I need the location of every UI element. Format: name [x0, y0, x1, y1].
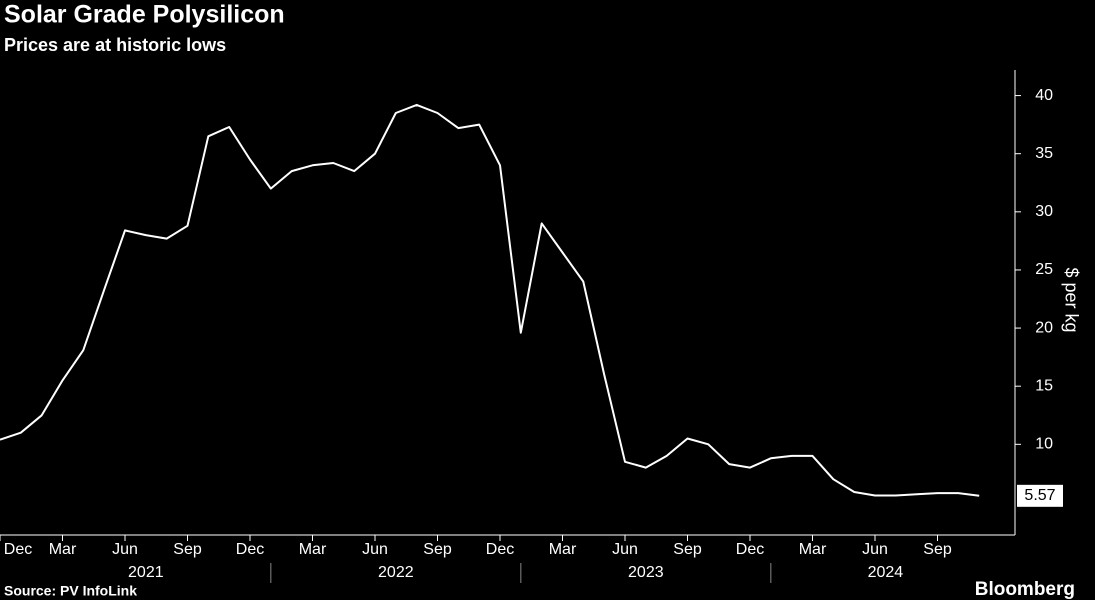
x-tick-label: Dec — [736, 541, 764, 558]
x-tick-label: Sep — [673, 541, 702, 558]
x-tick-label: Mar — [49, 541, 77, 558]
x-tick-label: Jun — [862, 541, 888, 558]
chart-title: Solar Grade Polysilicon — [4, 1, 285, 29]
x-tick-label: Mar — [299, 541, 327, 558]
x-tick-label: Dec — [486, 541, 514, 558]
source: Source: PV InfoLink — [4, 583, 137, 599]
x-tick-label: Jun — [362, 541, 388, 558]
x-tick-label: Mar — [799, 541, 827, 558]
x-tick-label: Mar — [549, 541, 577, 558]
brand: Bloomberg — [975, 579, 1075, 600]
y-tick-label: 40 — [1035, 87, 1053, 104]
y-axis-label: $ per kg — [1061, 267, 1081, 332]
last-value-box — [1017, 484, 1063, 507]
year-label: 2024 — [868, 564, 904, 581]
x-tick-label: Dec — [4, 541, 32, 558]
y-tick-label: 35 — [1035, 145, 1053, 162]
year-label: 2022 — [378, 564, 414, 581]
chart-subtitle: Prices are at historic lows — [4, 35, 226, 55]
year-label: 2021 — [128, 564, 164, 581]
x-tick-label: Sep — [423, 541, 452, 558]
y-tick-label: 30 — [1035, 203, 1053, 220]
x-tick-label: Sep — [923, 541, 952, 558]
x-tick-label: Jun — [612, 541, 638, 558]
y-tick-label: 10 — [1035, 436, 1053, 453]
year-label: 2023 — [628, 564, 664, 581]
y-tick-label: 15 — [1035, 377, 1053, 394]
x-tick-label: Jun — [112, 541, 138, 558]
last-value-label: 5.57 — [1024, 487, 1055, 504]
y-tick-label: 20 — [1035, 319, 1053, 336]
x-tick-label: Dec — [236, 541, 264, 558]
line — [0, 103, 980, 497]
x-tick-label: Sep — [173, 541, 202, 558]
y-tick-label: 25 — [1035, 261, 1053, 278]
